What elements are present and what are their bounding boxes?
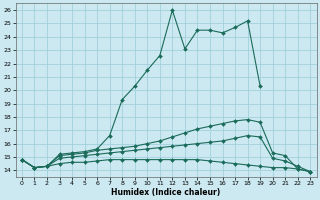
X-axis label: Humidex (Indice chaleur): Humidex (Indice chaleur) xyxy=(111,188,221,197)
